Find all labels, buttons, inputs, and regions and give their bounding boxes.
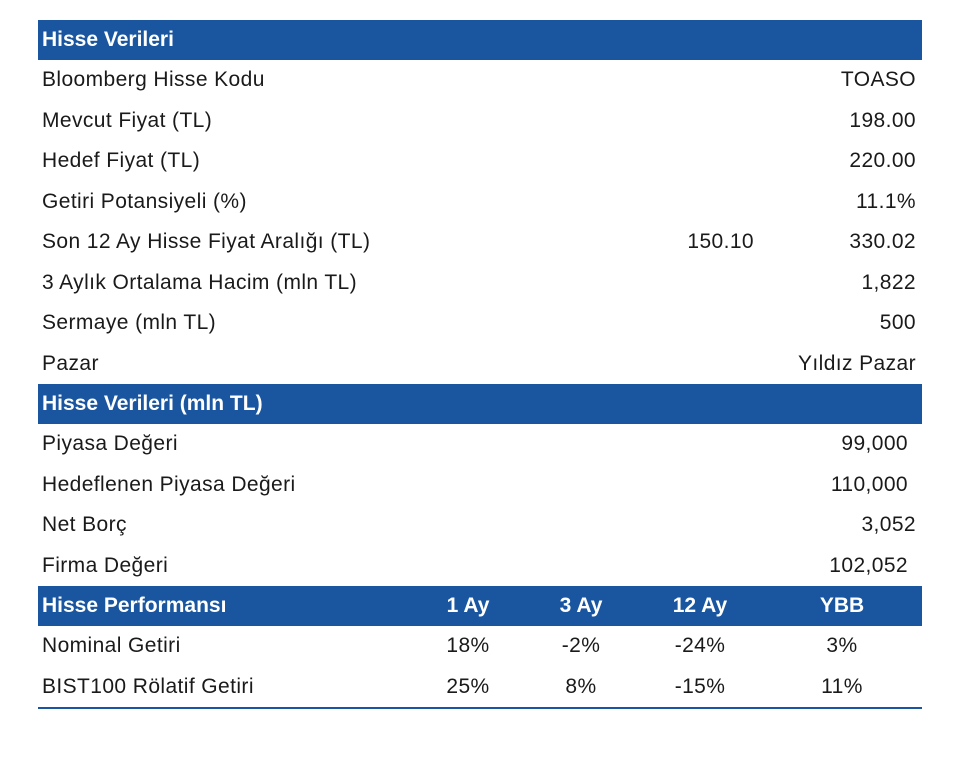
section-header-hisse-verileri-mln: Hisse Verileri (mln TL) — [38, 384, 922, 424]
row-value: 1,822 — [861, 270, 916, 294]
row-label: Getiri Potansiyeli (%) — [42, 189, 247, 213]
row-label: Hedeflenen Piyasa Değeri — [42, 472, 296, 496]
bottom-divider — [38, 707, 922, 709]
row-value: 3,052 — [861, 513, 916, 537]
row-label: Bloomberg Hisse Kodu — [42, 68, 265, 92]
range-high-value: 330.02 — [849, 230, 916, 254]
table-row-capital: Sermaye (mln TL) 500 — [38, 303, 922, 344]
row-value: 11.1% — [856, 189, 916, 213]
table-row-bloomberg-code: Bloomberg Hisse Kodu TOASO — [38, 60, 922, 101]
table-row-nominal-return: Nominal Getiri 18% -2% -24% 3% — [38, 626, 922, 667]
column-header-3-ay: 3 Ay — [559, 594, 603, 617]
table-row-target-market-cap: Hedeflenen Piyasa Değeri 110,000 — [38, 465, 922, 506]
section-title: Hisse Performansı — [42, 594, 227, 617]
table-row-net-debt: Net Borç 3,052 — [38, 505, 922, 546]
table-row-relative-return: BIST100 Rölatif Getiri 25% 8% -15% 11% — [38, 667, 922, 708]
row-value: Yıldız Pazar — [797, 351, 916, 375]
table-row-price-range: Son 12 Ay Hisse Fiyat Aralığı (TL) 150.1… — [38, 222, 922, 263]
table-row-enterprise-value: Firma Değeri 102,052 — [38, 546, 922, 587]
row-value: 198.00 — [849, 108, 916, 132]
column-header-1-ay: 1 Ay — [446, 594, 490, 617]
section-title: Hisse Verileri (mln TL) — [42, 392, 263, 415]
table-row-market-cap: Piyasa Değeri 99,000 — [38, 424, 922, 465]
column-header-ybb: YBB — [819, 594, 865, 617]
table-row-current-price: Mevcut Fiyat (TL) 198.00 — [38, 101, 922, 142]
row-label: Nominal Getiri — [42, 634, 181, 658]
section-header-hisse-verileri: Hisse Verileri — [38, 20, 922, 60]
row-label: Piyasa Değeri — [42, 432, 178, 456]
cell-3-ay: -2% — [561, 634, 601, 658]
row-label: Firma Değeri — [42, 553, 169, 577]
cell-1-ay: 18% — [446, 634, 490, 658]
row-label: BIST100 Rölatif Getiri — [42, 674, 254, 698]
row-label: Son 12 Ay Hisse Fiyat Aralığı (TL) — [42, 230, 371, 254]
row-label: Hedef Fiyat (TL) — [42, 149, 201, 173]
row-value: 220.00 — [849, 149, 916, 173]
row-value: 110,000 — [830, 472, 908, 496]
section-header-hisse-performansi: Hisse Performansı 1 Ay 3 Ay 12 Ay YBB — [38, 586, 922, 626]
row-value: TOASO — [840, 68, 916, 92]
table-row-market: Pazar Yıldız Pazar — [38, 344, 922, 385]
table-row-return-potential: Getiri Potansiyeli (%) 11.1% — [38, 182, 922, 223]
row-value: 102,052 — [829, 553, 908, 577]
cell-12-ay: -15% — [674, 674, 726, 698]
stock-data-table: Hisse Verileri Bloomberg Hisse Kodu TOAS… — [38, 20, 922, 709]
section-title: Hisse Verileri — [42, 28, 174, 51]
cell-1-ay: 25% — [446, 674, 490, 698]
row-value: 500 — [879, 311, 916, 335]
cell-ybb: 11% — [821, 674, 863, 698]
row-label: Sermaye (mln TL) — [42, 311, 217, 335]
column-header-12-ay: 12 Ay — [672, 594, 728, 617]
row-label: Mevcut Fiyat (TL) — [42, 108, 213, 132]
row-value: 99,000 — [841, 432, 908, 456]
cell-12-ay: -24% — [674, 634, 726, 658]
cell-ybb: 3% — [826, 634, 858, 658]
table-row-target-price: Hedef Fiyat (TL) 220.00 — [38, 141, 922, 182]
row-label: 3 Aylık Ortalama Hacim (mln TL) — [42, 270, 358, 294]
row-label: Pazar — [42, 351, 99, 375]
cell-3-ay: 8% — [565, 674, 597, 698]
table-row-avg-volume: 3 Aylık Ortalama Hacim (mln TL) 1,822 — [38, 263, 922, 304]
row-label: Net Borç — [42, 513, 127, 537]
range-low-value: 150.10 — [687, 230, 754, 254]
